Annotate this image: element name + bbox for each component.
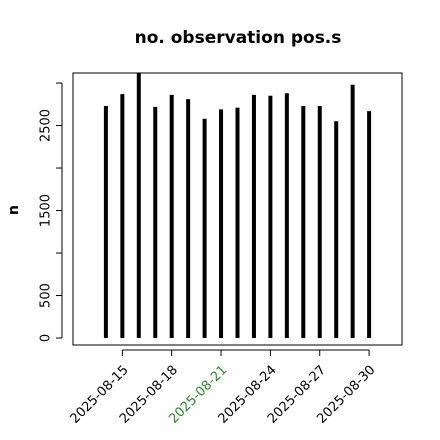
y-tick-label: 0 — [39, 334, 54, 342]
plot-box — [72, 72, 403, 346]
y-tick-label: 2500 — [39, 109, 54, 142]
y-tick-label: 500 — [39, 283, 54, 308]
y-axis-label: n — [6, 205, 22, 215]
y-tick-label: 1500 — [39, 194, 54, 227]
chart-title: no. observation pos.s — [135, 28, 342, 48]
